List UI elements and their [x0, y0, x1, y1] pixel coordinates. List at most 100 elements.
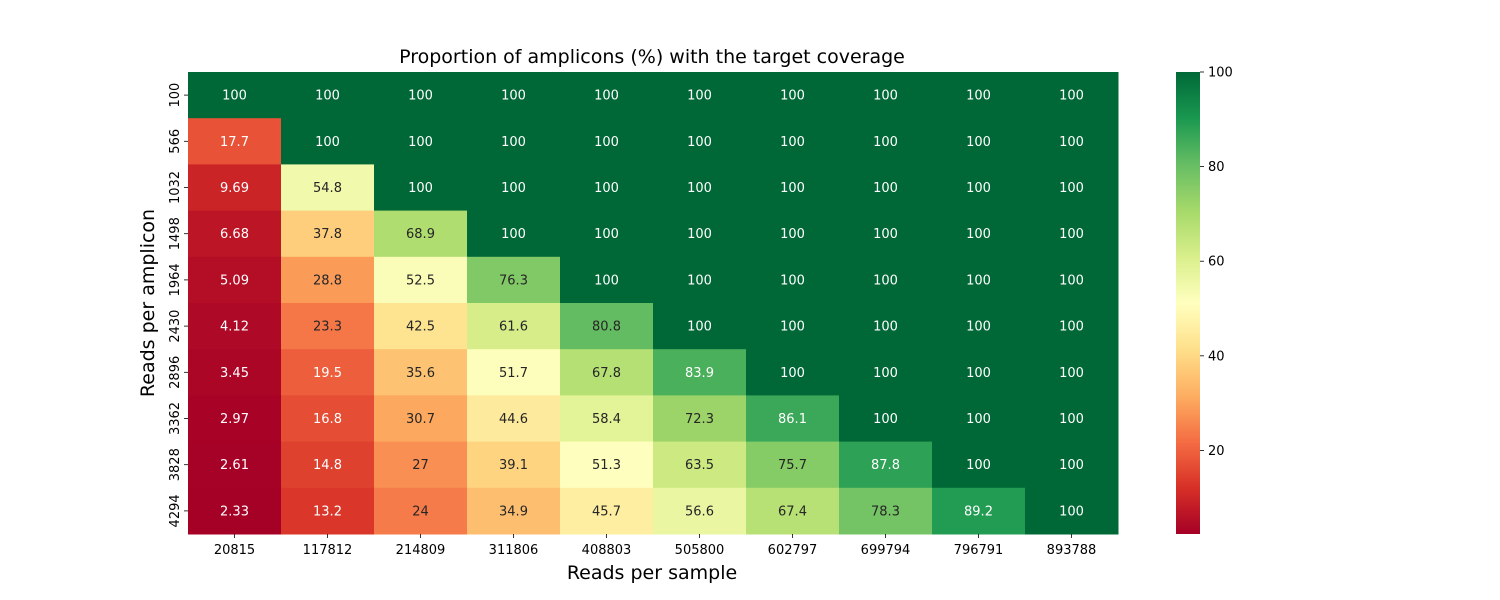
cell-value-label: 2.33 [220, 504, 249, 519]
cell-value-label: 100 [501, 89, 526, 104]
cell-value-label: 24 [412, 504, 429, 519]
cell-value-label: 56.6 [685, 504, 714, 519]
y-tick-label: 1032 [168, 171, 183, 204]
heatmap-cell [188, 395, 282, 443]
y-axis: 100 566 1032 1498 1964 2430 2896 3362 3828 4294 [168, 83, 188, 527]
heatmap-cell [746, 441, 840, 489]
cell-value-label: 42.5 [406, 320, 435, 335]
y-tick-label: 2430 [168, 310, 183, 343]
cell-value-label: 76.3 [499, 273, 528, 288]
cell-value-label: 100 [687, 227, 712, 242]
heatmap-cell [560, 303, 654, 350]
cell-value-label: 100 [873, 89, 898, 104]
heatmap-cell [1025, 441, 1119, 489]
cell-value-label: 68.9 [406, 227, 435, 242]
heatmap-cell [746, 256, 840, 304]
heatmap-cell [746, 164, 840, 212]
cell-value-label: 100 [594, 135, 619, 150]
heatmap-cell [560, 210, 654, 258]
cell-value-label: 100 [594, 89, 619, 104]
heatmap-cell [653, 256, 747, 304]
cell-value-label: 100 [873, 412, 898, 427]
heatmap-cell [467, 72, 561, 119]
heatmap-cell [653, 441, 747, 489]
cell-value-label: 100 [966, 366, 991, 381]
cell-value-label: 100 [1059, 89, 1084, 104]
cell-value-label: 100 [1059, 320, 1084, 335]
x-tick-label: 699794 [861, 543, 911, 558]
cell-value-label: 100 [408, 135, 433, 150]
cell-value-label: 100 [1059, 458, 1084, 473]
y-tick-label: 3828 [168, 448, 183, 481]
cell-value-label: 4.12 [220, 320, 249, 335]
heatmap-cell [1025, 72, 1119, 119]
heatmap-cell [188, 441, 282, 489]
cell-value-label: 100 [780, 366, 805, 381]
heatmap-cell [839, 210, 933, 258]
heatmap-cell [1025, 256, 1119, 304]
heatmap-cell [653, 487, 747, 535]
x-axis-label: Reads per sample [567, 562, 737, 584]
cell-value-label: 78.3 [871, 504, 900, 519]
heatmap-cell [1025, 395, 1119, 443]
heatmap-cell [653, 118, 747, 165]
cell-value-label: 51.3 [592, 458, 621, 473]
heatmap-cell [467, 303, 561, 350]
heatmap-cell [188, 256, 282, 304]
cell-value-label: 2.97 [220, 412, 249, 427]
x-tick-label: 214809 [396, 543, 446, 558]
colorbar: 20 40 60 80 100 [1176, 66, 1233, 534]
heatmap-cell [560, 164, 654, 212]
cell-value-label: 100 [873, 366, 898, 381]
cell-value-label: 61.6 [499, 320, 528, 335]
colorbar-tick-label: 100 [1208, 66, 1233, 81]
cell-value-label: 100 [780, 320, 805, 335]
cell-value-label: 100 [966, 458, 991, 473]
chart-title: Proportion of amplicons (%) with the tar… [399, 46, 905, 68]
heatmap-cell [281, 72, 375, 119]
heatmap-cell [467, 487, 561, 535]
heatmap-cell [188, 118, 282, 165]
cell-value-label: 100 [594, 181, 619, 196]
cell-value-label: 100 [408, 181, 433, 196]
cell-value-label: 9.69 [220, 181, 249, 196]
cell-value-label: 100 [966, 320, 991, 335]
y-tick-label: 3362 [168, 402, 183, 435]
cell-value-label: 100 [222, 89, 247, 104]
y-tick-label: 1498 [168, 217, 183, 250]
cell-value-label: 100 [780, 135, 805, 150]
cell-value-label: 27 [412, 458, 429, 473]
cell-value-label: 80.8 [592, 320, 621, 335]
heatmap-cells: 100 100 100 100 100 100 100 100 100 100 17.7 100 100… [188, 72, 1119, 535]
x-tick-label: 117812 [303, 543, 353, 558]
x-tick-label: 20815 [214, 543, 255, 558]
heatmap-cell [932, 210, 1026, 258]
heatmap-cell [932, 303, 1026, 350]
cell-value-label: 13.2 [313, 504, 342, 519]
heatmap-cell [560, 349, 654, 396]
heatmap-cell [188, 72, 282, 119]
x-tick-label: 893788 [1047, 543, 1097, 558]
cell-value-label: 17.7 [220, 135, 249, 150]
cell-value-label: 67.8 [592, 366, 621, 381]
heatmap-cell [467, 210, 561, 258]
heatmap-cell [374, 164, 468, 212]
heatmap-cell [188, 164, 282, 212]
cell-value-label: 100 [966, 227, 991, 242]
y-tick-label: 4294 [168, 494, 183, 527]
cell-value-label: 100 [1059, 135, 1084, 150]
cell-value-label: 89.2 [964, 504, 993, 519]
cell-value-label: 100 [594, 227, 619, 242]
y-tick-label: 2896 [168, 356, 183, 389]
cell-value-label: 100 [687, 181, 712, 196]
heatmap-cell [653, 72, 747, 119]
cell-value-label: 35.6 [406, 366, 435, 381]
heatmap-cell [281, 349, 375, 396]
heatmap-cell [281, 441, 375, 489]
cell-value-label: 6.68 [220, 227, 249, 242]
colorbar-tick-label: 80 [1208, 160, 1225, 175]
heatmap-cell [560, 395, 654, 443]
cell-value-label: 30.7 [406, 412, 435, 427]
cell-value-label: 3.45 [220, 366, 249, 381]
cell-value-label: 100 [1059, 412, 1084, 427]
